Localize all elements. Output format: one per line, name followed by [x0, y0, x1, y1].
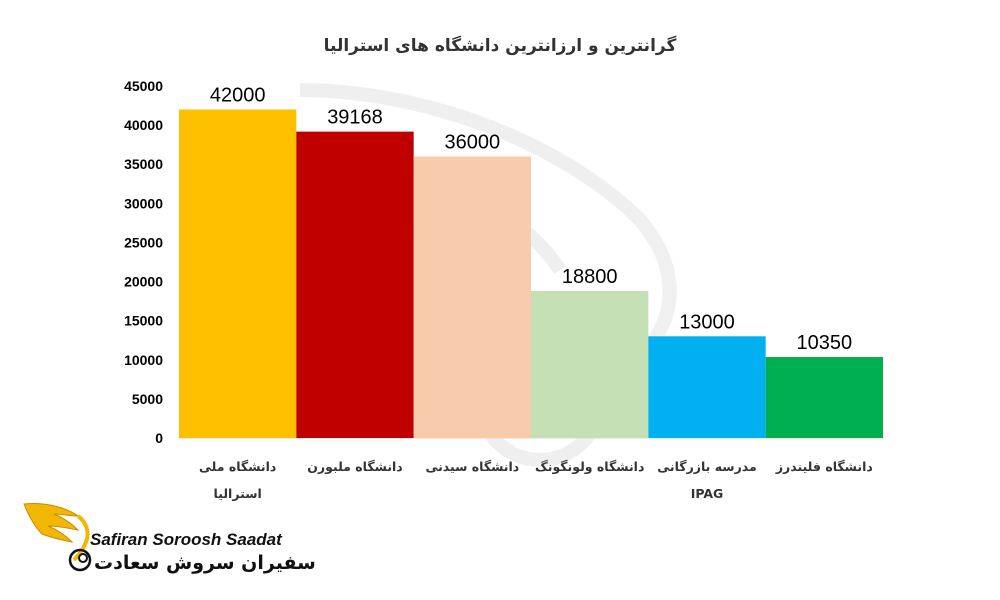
x-tick-label: IPAG — [691, 486, 724, 501]
data-label: 18800 — [562, 266, 618, 288]
data-label: 10350 — [797, 332, 853, 354]
data-labels: 42000 39168 36000 18800 13000 10350 — [210, 84, 852, 354]
y-tick-label: 10000 — [124, 352, 163, 368]
bar — [648, 336, 766, 438]
bar — [765, 357, 883, 438]
x-tick-label: دانشگاه ولونگونگ — [535, 459, 644, 474]
brand-logo: Safiran Soroosh Saadat سفیران سروش سعادت — [20, 492, 316, 592]
y-tick-label: 25000 — [124, 234, 163, 250]
y-tick-label: 30000 — [124, 195, 163, 211]
data-label: 13000 — [679, 311, 735, 333]
x-tick-label: دانشگاه ملی — [199, 459, 276, 474]
data-label: 36000 — [445, 131, 501, 153]
bar — [413, 156, 531, 438]
chart-title: گرانترین و ارزانترین دانشگاه های استرالی… — [324, 35, 677, 56]
wing-icon — [23, 503, 92, 572]
y-tick-label: 15000 — [124, 313, 163, 329]
bars — [179, 109, 883, 438]
x-tick-label: دانشگاه فلیندرز — [775, 459, 873, 474]
y-tick-label: 35000 — [124, 156, 163, 172]
y-axis-ticks: 0 5000 10000 15000 20000 25000 30000 35000 40000… — [124, 78, 163, 446]
y-tick-label: 5000 — [132, 391, 163, 407]
x-tick-label: دانشگاه سیدنی — [425, 459, 519, 474]
x-tick-label: دانشگاه ملبورن — [307, 459, 402, 474]
bar — [296, 131, 414, 438]
x-tick-label: استرالیا — [214, 486, 262, 501]
x-axis-labels: دانشگاه ملی استرالیا دانشگاه ملبورن دانشگاه… — [199, 459, 873, 501]
brand-name-fa: سفیران سروش سعادت — [94, 552, 316, 574]
bar — [179, 109, 297, 438]
y-tick-label: 45000 — [124, 78, 163, 94]
x-tick-label: مدرسه بازرگانی — [657, 459, 756, 474]
y-tick-label: 40000 — [124, 117, 163, 133]
data-label: 42000 — [210, 84, 266, 106]
bar — [531, 290, 649, 438]
data-label: 39168 — [327, 107, 383, 129]
y-tick-label: 0 — [155, 430, 163, 446]
brand-name-en: Safiran Soroosh Saadat — [90, 530, 282, 549]
y-tick-label: 20000 — [124, 274, 163, 290]
